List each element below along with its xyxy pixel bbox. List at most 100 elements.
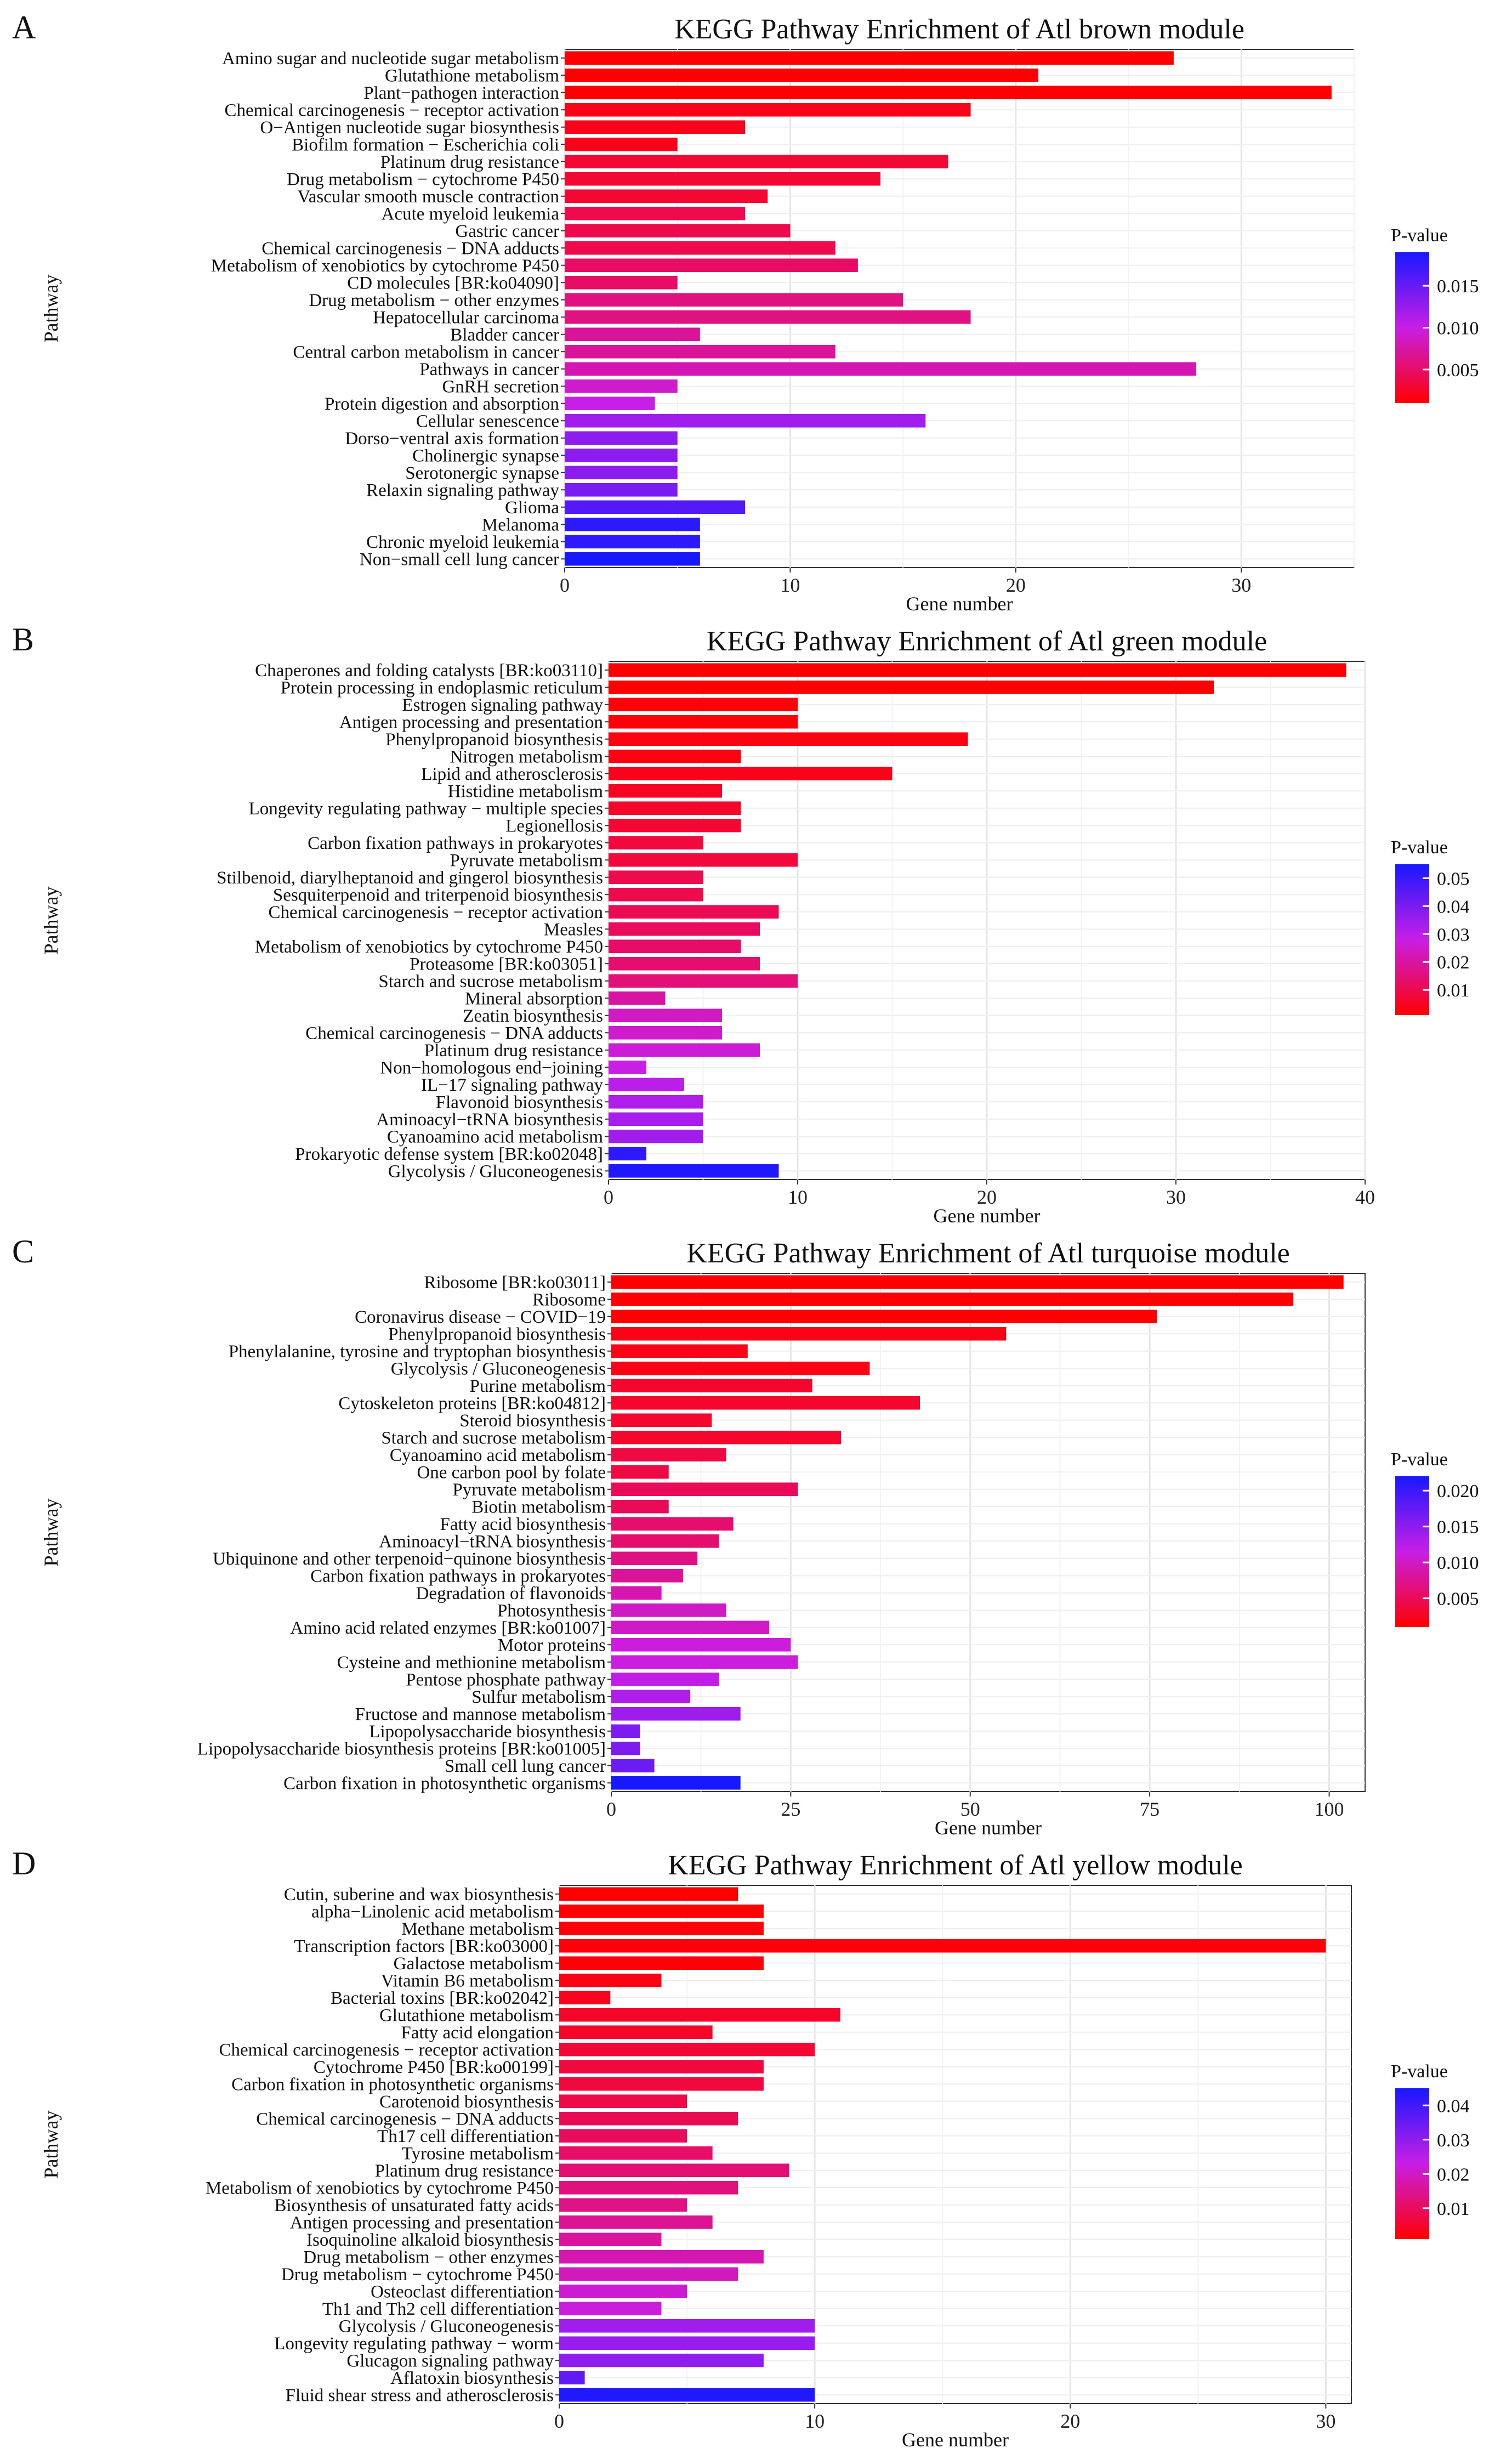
category-label: Chemical carcinogenesis − DNA adducts xyxy=(256,2109,554,2129)
category-label: Glutathione metabolism xyxy=(385,66,559,86)
bar xyxy=(559,2060,764,2074)
legend-tick-label: 0.005 xyxy=(1437,1589,1479,1610)
category-label: Sesquiterpenoid and triterpenoid biosynt… xyxy=(273,885,603,905)
bar xyxy=(559,2215,713,2229)
bar xyxy=(609,784,722,798)
x-tick-label: 50 xyxy=(960,1798,980,1820)
bar xyxy=(565,362,1196,376)
bar xyxy=(611,1603,726,1617)
category-label: Serotonergic synapse xyxy=(405,463,559,483)
bar xyxy=(559,1956,764,1970)
category-label: Longevity regulating pathway − multiple … xyxy=(249,799,603,819)
category-label: Steroid biosynthesis xyxy=(459,1411,606,1431)
category-label: CD molecules [BR:ko04090] xyxy=(347,273,559,293)
bar xyxy=(609,1095,703,1109)
bar xyxy=(565,517,700,531)
bar xyxy=(565,137,678,151)
panel-letter: B xyxy=(12,621,34,658)
category-label: Biosynthesis of unsaturated fatty acids xyxy=(274,2196,554,2215)
bar xyxy=(565,396,655,411)
x-axis-label: Gene number xyxy=(902,2429,1009,2448)
category-label: Ribosome [BR:ko03011] xyxy=(424,1273,606,1293)
bar xyxy=(611,1586,662,1600)
category-label: Motor proteins xyxy=(498,1635,606,1655)
category-label: Zeatin biosynthesis xyxy=(463,1006,603,1026)
bar xyxy=(611,1620,770,1635)
legend-tick-label: 0.01 xyxy=(1437,2199,1470,2219)
bar xyxy=(559,2198,687,2212)
category-label: Estrogen signaling pathway xyxy=(402,695,603,715)
x-tick-label: 30 xyxy=(1166,1186,1186,1208)
bar xyxy=(611,1707,741,1721)
category-label: Platinum drug resistance xyxy=(424,1041,603,1061)
category-label: Chemical carcinogenesis − DNA adducts xyxy=(262,239,559,258)
bar xyxy=(609,836,703,850)
bar xyxy=(609,801,741,815)
category-label: alpha−Linolenic acid metabolism xyxy=(311,1902,554,1922)
y-axis-label: Pathway xyxy=(40,2111,62,2179)
bar xyxy=(609,905,779,919)
bar xyxy=(609,939,741,954)
x-tick-label: 20 xyxy=(977,1186,997,1208)
panel-letter: A xyxy=(12,9,36,46)
category-label: Starch and sucrose metabolism xyxy=(378,972,603,991)
chart-svg: Amino sugar and nucleotide sugar metabol… xyxy=(12,9,1479,612)
bar xyxy=(559,1887,738,1901)
bar xyxy=(609,974,798,988)
bar xyxy=(609,956,760,971)
category-label: Pathways in cancer xyxy=(419,360,559,379)
category-label: Chemical carcinogenesis − receptor activ… xyxy=(224,100,559,120)
category-label: Central carbon metabolism in cancer xyxy=(293,342,559,362)
category-label: Relaxin signaling pathway xyxy=(366,480,559,500)
bar xyxy=(565,172,880,186)
bar xyxy=(609,715,798,729)
category-label: Fructose and mannose metabolism xyxy=(355,1704,606,1724)
legend-tick-label: 0.02 xyxy=(1437,2164,1470,2185)
bar xyxy=(609,1078,684,1092)
category-label: Cytochrome P450 [BR:ko00199] xyxy=(314,2058,554,2077)
category-label: Chaperones and folding catalysts [BR:ko0… xyxy=(255,661,603,681)
category-label: Cellular senescence xyxy=(416,411,559,431)
bar xyxy=(609,767,893,781)
bar xyxy=(611,1741,640,1755)
bar xyxy=(559,2249,764,2264)
chart-title: KEGG Pathway Enrichment of Atl turquoise… xyxy=(686,1238,1289,1269)
bar xyxy=(611,1413,712,1427)
category-label: Melanoma xyxy=(482,515,559,535)
category-label: Cysteine and methionine metabolism xyxy=(337,1653,606,1673)
bar xyxy=(565,241,835,255)
category-label: Degradation of flavonoids xyxy=(416,1584,606,1603)
category-label: Legionellosis xyxy=(505,816,603,836)
category-label: Drug metabolism − cytochrome P450 xyxy=(281,2265,554,2285)
x-tick-label: 0 xyxy=(604,1186,613,1208)
x-tick-label: 0 xyxy=(560,574,570,596)
legend-tick-label: 0.010 xyxy=(1437,1553,1479,1573)
category-label: Glycolysis / Gluconeogenesis xyxy=(339,2316,554,2336)
bar xyxy=(609,732,968,746)
legend-tick-label: 0.010 xyxy=(1437,319,1479,339)
category-label: Antigen processing and presentation xyxy=(339,712,603,732)
category-label: Carbon fixation in photosynthetic organi… xyxy=(231,2075,554,2094)
bar xyxy=(611,1499,669,1514)
panel-b: Chaperones and folding catalysts [BR:ko0… xyxy=(0,612,1512,1224)
category-label: Glucagon signaling pathway xyxy=(346,2351,554,2371)
bar xyxy=(609,991,666,1005)
bar xyxy=(565,155,948,169)
category-label: Ubiquinone and other terpenoid−quinone b… xyxy=(213,1549,606,1569)
category-label: Platinum drug resistance xyxy=(375,2161,554,2181)
bar xyxy=(611,1430,842,1444)
bar xyxy=(565,293,903,307)
bar xyxy=(559,1973,662,1987)
panel-letter: C xyxy=(12,1233,34,1270)
category-label: Starch and sucrose metabolism xyxy=(381,1428,606,1448)
bar xyxy=(565,448,678,462)
category-label: Isoquinoline alkaloid biosynthesis xyxy=(306,2230,554,2250)
chart-svg: Chaperones and folding catalysts [BR:ko0… xyxy=(12,621,1470,1224)
bar xyxy=(609,1043,760,1057)
bar xyxy=(565,535,700,549)
category-label: Metabolism of xenobiotics by cytochrome … xyxy=(255,937,603,957)
bar xyxy=(611,1517,734,1531)
bar xyxy=(565,68,1038,82)
category-label: Biotin metabolism xyxy=(471,1497,606,1517)
bar xyxy=(611,1310,1157,1324)
